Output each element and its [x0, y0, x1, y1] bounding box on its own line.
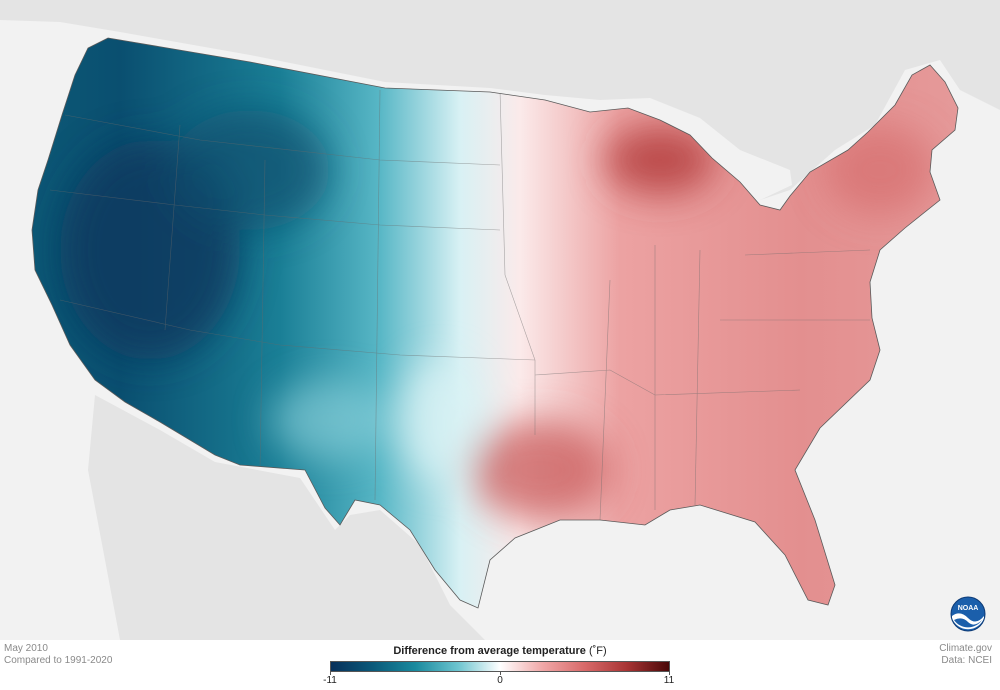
- legend-tick-min-mark: [330, 672, 331, 675]
- baseline-label: Compared to 1991-2020: [4, 655, 113, 666]
- credits: Climate.gov Data: NCEI: [939, 643, 992, 667]
- legend-color-bar: [330, 661, 670, 672]
- mexico-land: [88, 395, 485, 640]
- canada-land: [0, 0, 1000, 200]
- map-caption: May 2010 Compared to 1991-2020: [4, 643, 112, 667]
- legend-tick-mid-mark: [500, 672, 501, 675]
- legend-tick-max-mark: [669, 672, 670, 675]
- period-label: May 2010: [4, 643, 48, 654]
- noaa-logo-text: NOAA: [958, 605, 979, 612]
- anomaly-map: [0, 0, 1000, 640]
- state-borders: [49, 89, 871, 521]
- legend-tick-mid: 0: [497, 675, 503, 686]
- legend-title: Difference from average temperature: [393, 645, 586, 657]
- legend-title-row: Difference from average temperature (˚F): [330, 645, 670, 657]
- color-legend: Difference from average temperature (˚F)…: [323, 645, 674, 687]
- credit-data: Data: NCEI: [941, 655, 992, 666]
- map-svg: [0, 0, 1000, 640]
- legend-tick-min: -11: [323, 675, 337, 686]
- credit-site: Climate.gov: [939, 643, 992, 654]
- legend-unit: (˚F): [588, 645, 607, 657]
- legend-tick-max: 11: [663, 675, 675, 686]
- conus-anomaly-field: [32, 38, 958, 608]
- noaa-logo-icon: NOAA: [950, 596, 986, 632]
